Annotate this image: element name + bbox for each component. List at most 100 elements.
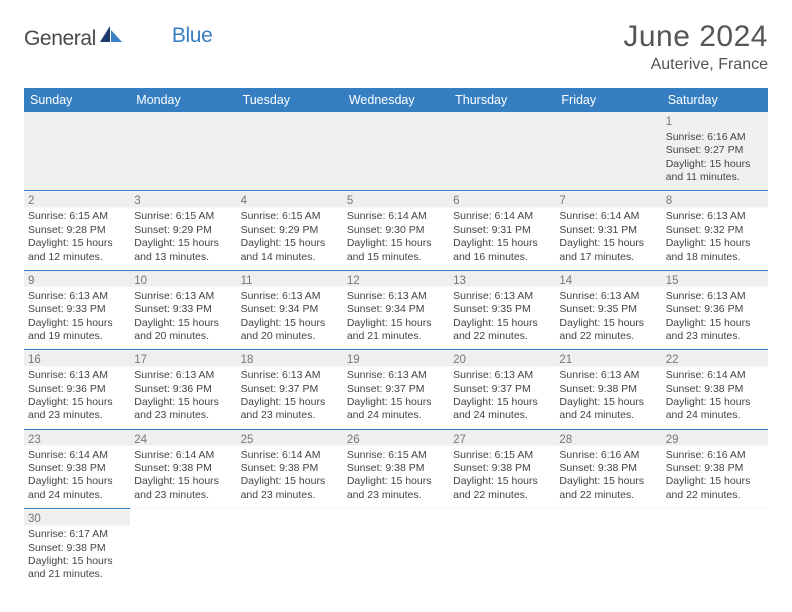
calendar-cell: 8Sunrise: 6:13 AMSunset: 9:32 PMDaylight…: [662, 191, 768, 270]
daylight-line-1: Daylight: 15 hours: [559, 475, 657, 488]
sunset-line: Sunset: 9:34 PM: [347, 303, 445, 316]
sunset-line: Sunset: 9:31 PM: [453, 224, 551, 237]
sunrise-line: Sunrise: 6:13 AM: [559, 369, 657, 382]
daylight-line-1: Daylight: 15 hours: [347, 396, 445, 409]
daylight-line-2: and 14 minutes.: [241, 251, 339, 264]
day-number: 25: [241, 433, 339, 448]
daylight-line-2: and 24 minutes.: [347, 409, 445, 422]
sunrise-line: Sunrise: 6:13 AM: [559, 290, 657, 303]
daylight-line-2: and 20 minutes.: [241, 330, 339, 343]
daylight-line-1: Daylight: 15 hours: [241, 317, 339, 330]
sunrise-line: Sunrise: 6:13 AM: [241, 369, 339, 382]
daylight-line-1: Daylight: 15 hours: [28, 317, 126, 330]
calendar-cell: 22Sunrise: 6:14 AMSunset: 9:38 PMDayligh…: [662, 350, 768, 429]
sunrise-line: Sunrise: 6:13 AM: [134, 290, 232, 303]
sunrise-line: Sunrise: 6:13 AM: [28, 369, 126, 382]
daylight-line-2: and 22 minutes.: [559, 330, 657, 343]
daylight-line-2: and 24 minutes.: [559, 409, 657, 422]
calendar-cell: [449, 509, 555, 588]
daylight-line-1: Daylight: 15 hours: [134, 317, 232, 330]
sunrise-line: Sunrise: 6:16 AM: [559, 449, 657, 462]
daylight-line-1: Daylight: 15 hours: [453, 475, 551, 488]
sunset-line: Sunset: 9:36 PM: [666, 303, 764, 316]
calendar-cell: [555, 112, 661, 191]
calendar-cell: [449, 112, 555, 191]
calendar-cell: [130, 509, 236, 588]
calendar-cell: 12Sunrise: 6:13 AMSunset: 9:34 PMDayligh…: [343, 270, 449, 349]
day-number: 27: [453, 433, 551, 448]
sunrise-line: Sunrise: 6:14 AM: [134, 449, 232, 462]
calendar-cell: 7Sunrise: 6:14 AMSunset: 9:31 PMDaylight…: [555, 191, 661, 270]
day-number: 21: [559, 353, 657, 368]
day-number: 29: [666, 433, 764, 448]
daylight-line-1: Daylight: 15 hours: [559, 237, 657, 250]
location-label: Auterive, France: [623, 56, 768, 74]
daylight-line-1: Daylight: 15 hours: [28, 237, 126, 250]
page-header: General Blue June 2024 Auterive, France: [24, 20, 768, 74]
sunset-line: Sunset: 9:29 PM: [241, 224, 339, 237]
sunset-line: Sunset: 9:35 PM: [453, 303, 551, 316]
daylight-line-2: and 23 minutes.: [28, 409, 126, 422]
day-number: 20: [453, 353, 551, 368]
calendar-row: 16Sunrise: 6:13 AMSunset: 9:36 PMDayligh…: [24, 350, 768, 429]
calendar-cell: 19Sunrise: 6:13 AMSunset: 9:37 PMDayligh…: [343, 350, 449, 429]
calendar-cell: 24Sunrise: 6:14 AMSunset: 9:38 PMDayligh…: [130, 429, 236, 508]
brand-text-blue: Blue: [172, 24, 212, 48]
sunset-line: Sunset: 9:33 PM: [134, 303, 232, 316]
calendar-cell: 28Sunrise: 6:16 AMSunset: 9:38 PMDayligh…: [555, 429, 661, 508]
sunrise-line: Sunrise: 6:13 AM: [347, 369, 445, 382]
calendar-page: General Blue June 2024 Auterive, France …: [0, 0, 792, 588]
title-block: June 2024 Auterive, France: [623, 20, 768, 74]
day-number: 11: [241, 274, 339, 289]
sunrise-line: Sunrise: 6:16 AM: [666, 449, 764, 462]
calendar-cell: 20Sunrise: 6:13 AMSunset: 9:37 PMDayligh…: [449, 350, 555, 429]
day-number: 30: [28, 512, 126, 527]
sunrise-line: Sunrise: 6:15 AM: [453, 449, 551, 462]
daylight-line-2: and 11 minutes.: [666, 171, 764, 184]
weekday-header: Friday: [555, 88, 661, 112]
daylight-line-2: and 22 minutes.: [559, 489, 657, 502]
day-number: 28: [559, 433, 657, 448]
daylight-line-2: and 22 minutes.: [666, 489, 764, 502]
sail-icon: [98, 24, 124, 51]
calendar-cell: [343, 509, 449, 588]
sunset-line: Sunset: 9:36 PM: [134, 383, 232, 396]
weekday-header: Thursday: [449, 88, 555, 112]
sunrise-line: Sunrise: 6:13 AM: [666, 290, 764, 303]
daylight-line-2: and 23 minutes.: [134, 409, 232, 422]
daylight-line-1: Daylight: 15 hours: [134, 475, 232, 488]
day-number: 5: [347, 194, 445, 209]
calendar-cell: 27Sunrise: 6:15 AMSunset: 9:38 PMDayligh…: [449, 429, 555, 508]
daylight-line-2: and 18 minutes.: [666, 251, 764, 264]
sunrise-line: Sunrise: 6:13 AM: [134, 369, 232, 382]
sunrise-line: Sunrise: 6:14 AM: [453, 210, 551, 223]
day-number: 15: [666, 274, 764, 289]
daylight-line-1: Daylight: 15 hours: [453, 396, 551, 409]
calendar-cell: 18Sunrise: 6:13 AMSunset: 9:37 PMDayligh…: [237, 350, 343, 429]
sunrise-line: Sunrise: 6:13 AM: [666, 210, 764, 223]
calendar-cell: 3Sunrise: 6:15 AMSunset: 9:29 PMDaylight…: [130, 191, 236, 270]
day-number: 17: [134, 353, 232, 368]
calendar-cell: [662, 509, 768, 588]
daylight-line-1: Daylight: 15 hours: [241, 396, 339, 409]
day-number: 19: [347, 353, 445, 368]
daylight-line-2: and 17 minutes.: [559, 251, 657, 264]
calendar-cell: [237, 509, 343, 588]
calendar-row: 30Sunrise: 6:17 AMSunset: 9:38 PMDayligh…: [24, 509, 768, 588]
daylight-line-2: and 21 minutes.: [347, 330, 445, 343]
sunset-line: Sunset: 9:37 PM: [347, 383, 445, 396]
daylight-line-2: and 21 minutes.: [28, 568, 126, 581]
calendar-cell: 14Sunrise: 6:13 AMSunset: 9:35 PMDayligh…: [555, 270, 661, 349]
daylight-line-1: Daylight: 15 hours: [666, 475, 764, 488]
sunset-line: Sunset: 9:38 PM: [134, 462, 232, 475]
sunset-line: Sunset: 9:38 PM: [241, 462, 339, 475]
sunrise-line: Sunrise: 6:13 AM: [28, 290, 126, 303]
calendar-cell: 13Sunrise: 6:13 AMSunset: 9:35 PMDayligh…: [449, 270, 555, 349]
sunset-line: Sunset: 9:38 PM: [28, 542, 126, 555]
day-number: 3: [134, 194, 232, 209]
daylight-line-1: Daylight: 15 hours: [28, 396, 126, 409]
calendar-table: Sunday Monday Tuesday Wednesday Thursday…: [24, 88, 768, 588]
day-number: 9: [28, 274, 126, 289]
weekday-header-row: Sunday Monday Tuesday Wednesday Thursday…: [24, 88, 768, 112]
day-number: 16: [28, 353, 126, 368]
